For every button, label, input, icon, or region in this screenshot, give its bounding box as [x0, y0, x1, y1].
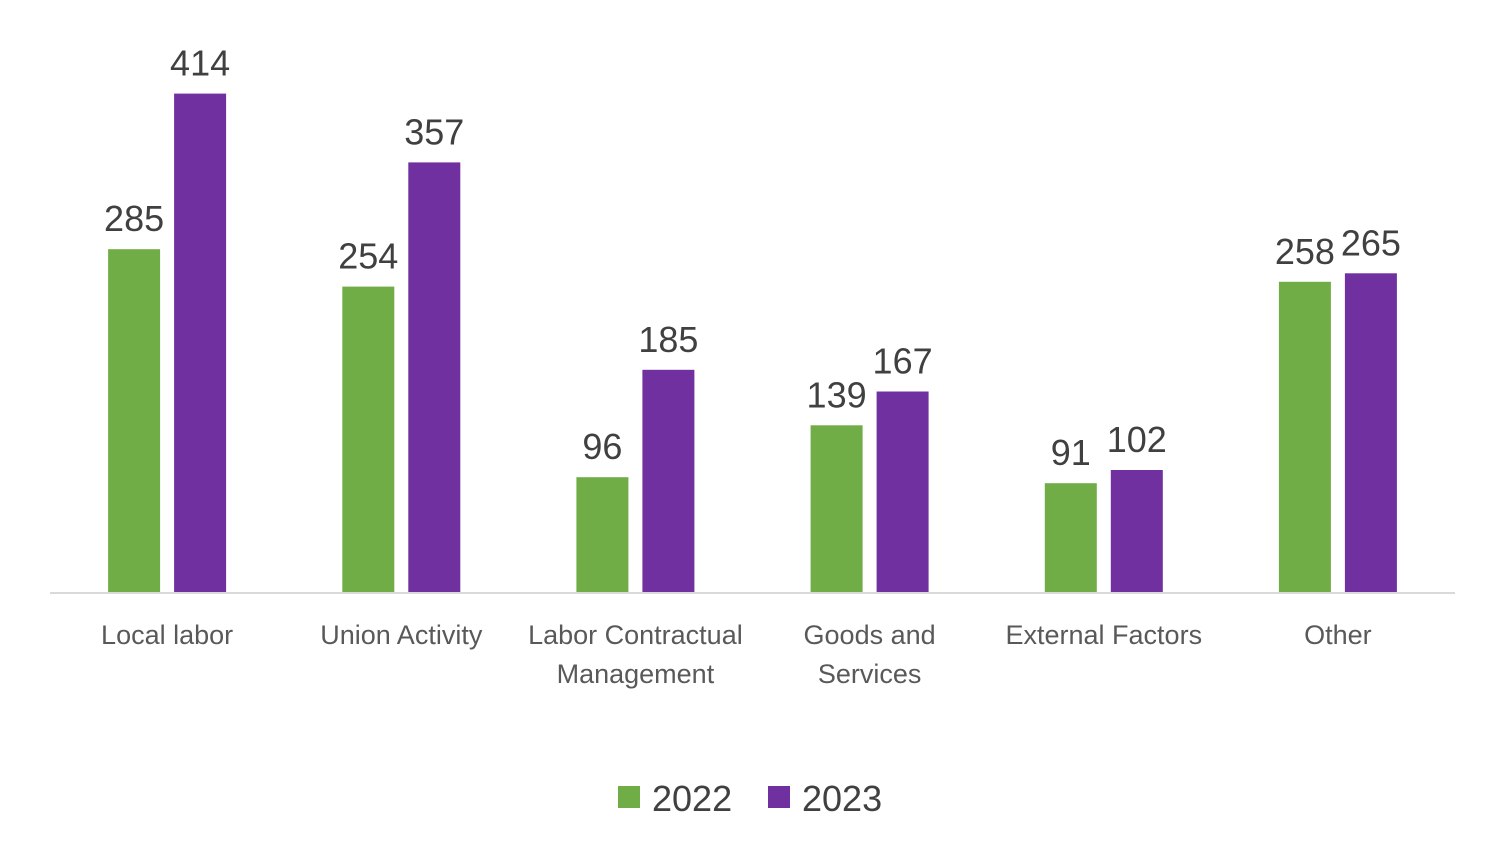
legend: 2022 2023 [618, 778, 882, 819]
data-label-2023-cat-3: 167 [873, 341, 933, 382]
category-label-0: Local labor [101, 620, 233, 650]
bar-2022-cat-4 [1044, 483, 1097, 593]
bar-2023-cat-3 [876, 391, 929, 593]
category-label-2: Labor Contractual Management [528, 620, 743, 689]
bar-2022-cat-3 [810, 425, 863, 593]
legend-swatch-2023 [768, 786, 790, 808]
bar-2023-cat-1 [408, 162, 461, 593]
data-label-2023-cat-0: 414 [170, 43, 230, 84]
category-label-line: Union Activity [320, 620, 483, 650]
category-label-line: Other [1304, 620, 1372, 650]
bar-2023-cat-5 [1344, 273, 1397, 593]
category-label-line: Local labor [101, 620, 233, 650]
data-label-2022-cat-1: 254 [338, 236, 398, 277]
category-label-5: Other [1304, 620, 1372, 650]
legend-label-2022: 2022 [652, 778, 732, 819]
bar-2023-cat-2 [642, 369, 695, 593]
bar-2023-cat-4 [1110, 470, 1163, 593]
category-label-line: External Factors [1006, 620, 1203, 650]
category-label-line: Labor Contractual [528, 620, 743, 650]
legend-swatch-2022 [618, 786, 640, 808]
bar-2022-cat-5 [1278, 281, 1331, 593]
data-label-2023-cat-1: 357 [404, 111, 464, 152]
bar-2022-cat-1 [342, 286, 395, 593]
category-label-3: Goods and Services [804, 620, 936, 689]
data-label-2022-cat-3: 139 [807, 374, 867, 415]
bar-2023-cat-0 [174, 93, 227, 593]
data-label-2022-cat-5: 258 [1275, 231, 1335, 272]
data-label-2022-cat-0: 285 [104, 198, 164, 239]
data-label-2023-cat-4: 102 [1107, 419, 1167, 460]
legend-label-2023: 2023 [802, 778, 882, 819]
category-label-line: Goods and [804, 620, 936, 650]
data-label-2022-cat-2: 96 [582, 426, 622, 467]
data-label-2023-cat-5: 265 [1341, 222, 1401, 263]
data-label-2023-cat-2: 185 [638, 319, 698, 360]
legend-item-2022: 2022 [618, 778, 732, 819]
bar-2022-cat-2 [576, 477, 629, 593]
bar-2022-cat-0 [108, 249, 161, 593]
category-label-line: Services [818, 659, 922, 689]
category-label-line: Management [557, 659, 715, 689]
legend-item-2023: 2023 [768, 778, 882, 819]
category-labels-group: Local labor Union Activity Labor Contractu… [101, 620, 1372, 689]
bars-group [108, 93, 1397, 593]
data-label-2022-cat-4: 91 [1051, 432, 1091, 473]
category-label-1: Union Activity [320, 620, 483, 650]
category-label-4: External Factors [1006, 620, 1203, 650]
